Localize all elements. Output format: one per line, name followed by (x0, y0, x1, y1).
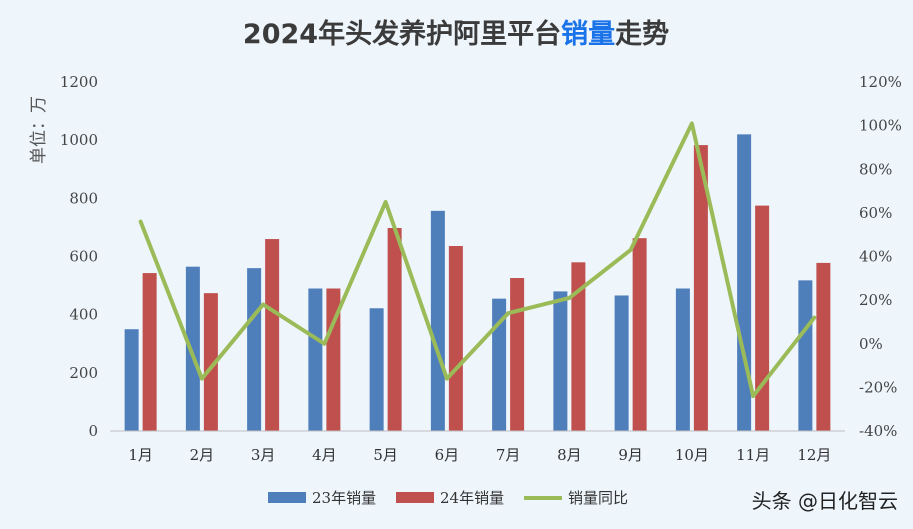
watermark: 头条 @日化智云 (752, 489, 898, 513)
y2-tick-label: -40% (859, 422, 897, 440)
y-tick-label: 0 (88, 422, 98, 440)
bar-24-7 (510, 278, 525, 431)
y2-tick-label: 100% (859, 117, 902, 135)
y-axis-label: 单位：万 (29, 96, 49, 164)
bar-24-11 (755, 205, 770, 431)
y2-tick-label: 120% (859, 73, 902, 91)
legend-24-swatch (396, 492, 434, 503)
bar-24-3 (265, 239, 280, 431)
chart-title: 2024年头发养护阿里平台销量走势 (243, 18, 669, 50)
bar-23-4 (308, 288, 323, 431)
chart-title-part: 销量 (561, 19, 615, 50)
y-tick-label: 1200 (60, 73, 98, 91)
x-tick-label: 2月 (190, 446, 215, 464)
y2-axis-ticks: -40% -20% 0% 20% 40% 60% 80% 100% 120% (859, 73, 902, 440)
bar-24-12 (816, 262, 831, 431)
x-tick-label: 10月 (675, 446, 709, 464)
bar-23-2 (185, 266, 200, 431)
bar-24-8 (571, 262, 586, 431)
legend-23-label: 23年销量 (312, 489, 376, 507)
legend-yoy-label: 销量同比 (568, 489, 628, 507)
x-tick-label: 6月 (435, 446, 460, 464)
bar-23-9 (614, 295, 629, 431)
x-tick-label: 1月 (128, 446, 153, 464)
bars (124, 134, 831, 431)
y2-tick-label: -20% (859, 378, 897, 396)
y2-tick-label: 80% (859, 160, 892, 178)
bar-23-12 (798, 280, 813, 431)
bar-23-5 (369, 308, 384, 431)
y-tick-label: 800 (69, 189, 98, 207)
chart-title-part: 走势 (615, 19, 669, 50)
bar-23-6 (430, 210, 445, 431)
yoy-line (138, 121, 817, 399)
legend-24-label: 24年销量 (440, 489, 504, 507)
line-series (138, 121, 817, 399)
x-tick-label: 12月 (797, 446, 831, 464)
x-tick-label: 4月 (312, 446, 337, 464)
bar-23-3 (247, 268, 262, 431)
legend: 23年销量 24年销量 销量同比 (268, 489, 628, 507)
y-axis-ticks: 0 200 400 600 800 1000 1200 (60, 73, 98, 440)
y2-tick-label: 0% (859, 335, 883, 353)
bar-23-1 (124, 329, 139, 431)
legend-23-swatch (268, 492, 306, 503)
y2-tick-label: 20% (859, 291, 892, 309)
x-tick-label: 11月 (736, 446, 770, 464)
category-labels: 1月 2月 3月 4月 5月 6月 7月 8月 9月 10月 11月 12月 (128, 446, 831, 464)
x-tick-label: 8月 (557, 446, 582, 464)
bar-24-2 (203, 293, 218, 431)
bar-24-6 (448, 246, 463, 431)
bar-24-5 (387, 227, 402, 431)
bar-24-1 (142, 273, 157, 431)
y-tick-label: 200 (69, 364, 98, 382)
x-tick-label: 5月 (373, 446, 398, 464)
y2-tick-label: 40% (859, 248, 892, 266)
bar-24-10 (693, 145, 708, 431)
bar-23-10 (675, 288, 690, 431)
y2-tick-label: 60% (859, 204, 892, 222)
bar-24-9 (632, 238, 647, 431)
bar-23-11 (737, 134, 752, 431)
y-tick-label: 1000 (60, 131, 98, 149)
x-tick-label: 7月 (496, 446, 521, 464)
y-tick-label: 600 (69, 248, 98, 266)
x-tick-label: 3月 (251, 446, 276, 464)
x-tick-label: 9月 (618, 446, 643, 464)
chart-title-part: 2024年头发养护阿里平台 (243, 18, 561, 50)
bar-23-8 (553, 291, 568, 431)
y-tick-label: 400 (69, 306, 98, 324)
bar-24-4 (326, 288, 341, 431)
bar-23-7 (492, 298, 507, 431)
